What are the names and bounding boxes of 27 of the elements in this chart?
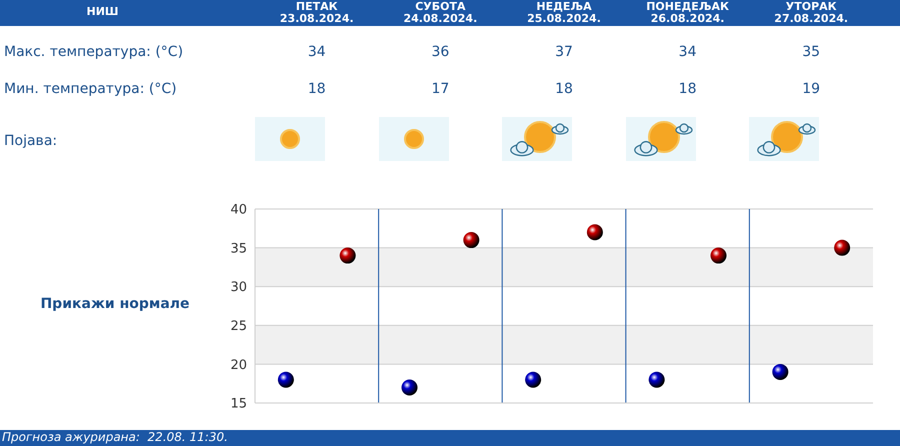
data-label: 19 [801, 81, 822, 97]
text: НИШ [85, 4, 120, 20]
y-tick-label: 35 [230, 241, 247, 256]
y-tick-label: 30 [230, 280, 247, 296]
text: Прогноза ажурирана: 22.08. 11:30. [0, 430, 900, 446]
y-tick-label: 20 [230, 358, 247, 373]
text: НЕДЕЉА 25.08.2024. [527, 0, 601, 25]
text: Прикажи нормале [39, 296, 191, 312]
text: ПЕТАК 23.08.2024. [280, 0, 354, 25]
text: Макс. температура: (°C) [3, 44, 184, 60]
data-label: 34 [678, 44, 698, 60]
y-tick-label: 40 [230, 202, 247, 218]
text: УТОРАК 27.08.2024. [774, 0, 848, 25]
y-tick-label: 25 [230, 319, 247, 334]
data-label: 18 [678, 81, 698, 97]
data-label: 37 [554, 44, 574, 60]
data-label: 17 [430, 81, 450, 97]
y-tick-label: 15 [230, 396, 247, 412]
text: ПОНЕДЕЉАК 26.08.2024. [646, 0, 729, 25]
text: СУБОТА 24.08.2024. [404, 0, 478, 25]
data-label: 35 [801, 44, 822, 60]
text: Појава: [3, 133, 58, 149]
text: Мин. температура: (°C) [3, 81, 178, 97]
data-label: 34 [306, 44, 327, 60]
data-label: 36 [430, 44, 450, 60]
data-label: 18 [306, 81, 327, 97]
data-label: 18 [554, 81, 574, 97]
